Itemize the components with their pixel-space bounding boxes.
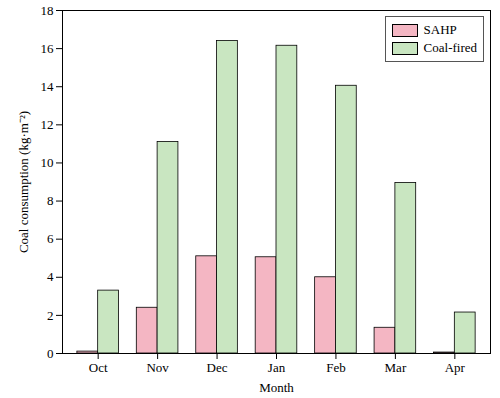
html-text:SAHP: SAHP [423, 22, 457, 37]
svg-text:10: 10 [41, 155, 54, 170]
svg-text:Dec: Dec [207, 360, 228, 375]
svg-text:4: 4 [47, 269, 54, 284]
svg-text:Apr: Apr [445, 360, 466, 375]
svg-text:Coal consumption (kg·m⁻²): Coal consumption (kg·m⁻²) [16, 111, 31, 253]
svg-text:Feb: Feb [326, 360, 346, 375]
svg-text:Jan: Jan [268, 360, 286, 375]
svg-text:6: 6 [47, 231, 54, 246]
svg-text:8: 8 [47, 193, 54, 208]
svg-text:16: 16 [41, 41, 55, 56]
svg-text:Oct: Oct [89, 360, 108, 375]
svg-text:12: 12 [41, 117, 54, 132]
svg-text:Nov: Nov [146, 360, 169, 375]
svg-text:14: 14 [41, 79, 55, 94]
svg-text:Month: Month [259, 380, 294, 395]
svg-text:Mar: Mar [385, 360, 407, 375]
html-text:Coal-fired: Coal-fired [423, 40, 477, 55]
svg-text:18: 18 [41, 3, 54, 18]
svg-text:0: 0 [47, 346, 54, 361]
svg-text:2: 2 [47, 308, 54, 323]
